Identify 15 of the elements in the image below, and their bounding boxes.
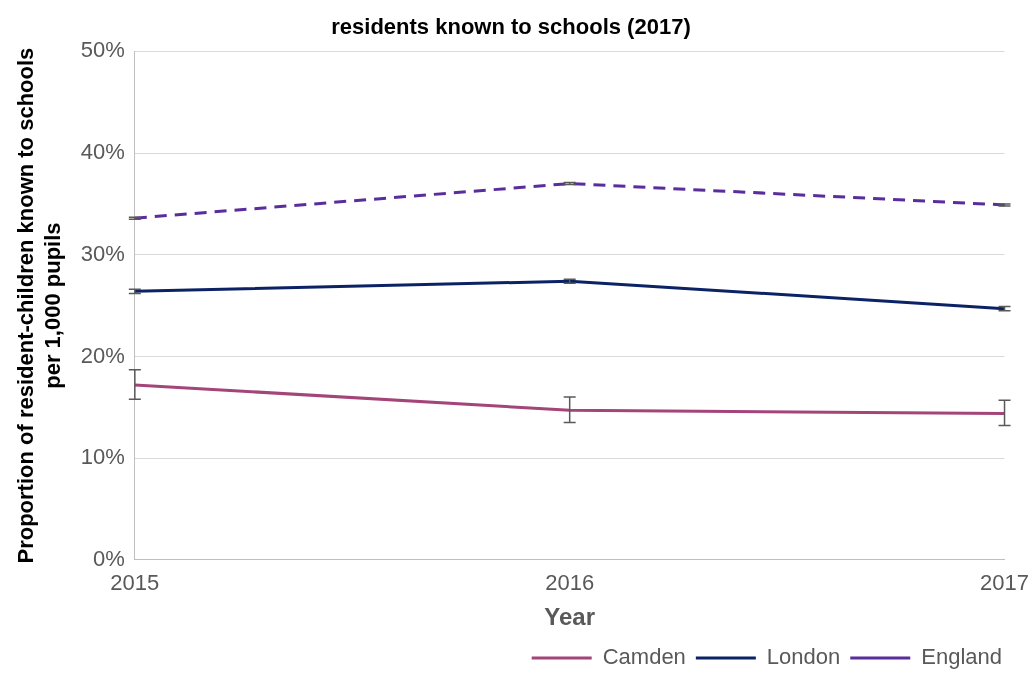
y-tick-label: 10% xyxy=(80,444,125,470)
y-tick-label: 20% xyxy=(80,342,125,368)
y-tick-label: 30% xyxy=(80,240,125,266)
y-tick-label: 40% xyxy=(80,139,125,165)
x-tick-label: 2016 xyxy=(545,570,595,596)
x-axis-title: Year xyxy=(544,603,596,631)
x-tick-label: 2015 xyxy=(110,570,160,596)
y-axis-title: Proportion of resident-children known to schools per 1,000 pupils xyxy=(13,47,65,564)
chart-title: residents known to schools (2017) xyxy=(331,14,691,40)
x-tick-label: 2017 xyxy=(980,570,1030,596)
legend-label: England xyxy=(921,644,1003,670)
legend-label: London xyxy=(766,644,841,670)
y-tick-label: 0% xyxy=(93,545,125,571)
legend-label: Camden xyxy=(602,644,686,670)
y-tick-label: 50% xyxy=(80,37,125,63)
